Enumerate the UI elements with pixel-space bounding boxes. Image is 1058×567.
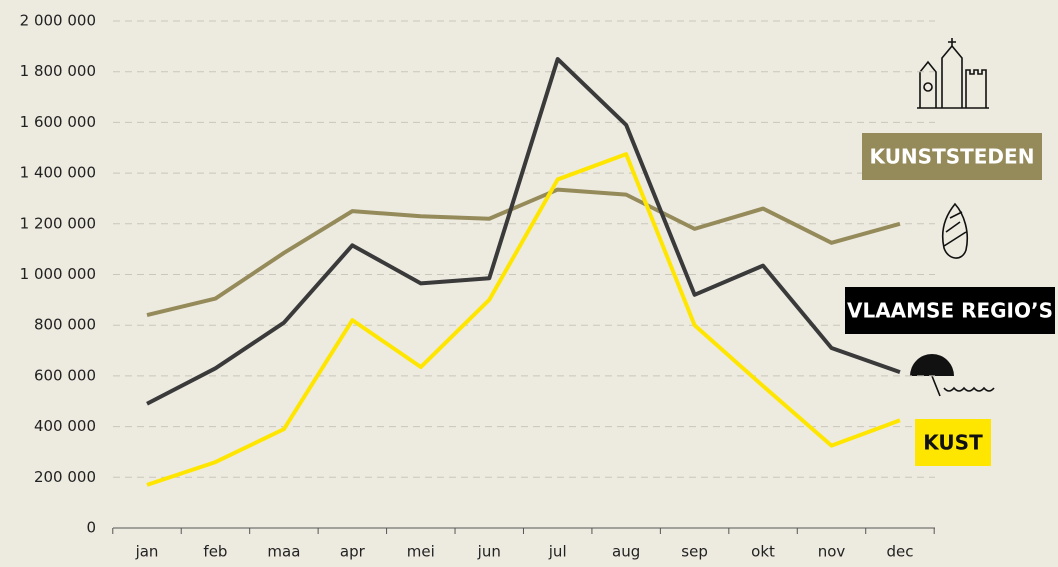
legend-label: KUST xyxy=(923,431,983,455)
legend-box xyxy=(845,287,1055,334)
y-tick-label: 2 000 000 xyxy=(20,12,96,30)
y-tick-label: 400 000 xyxy=(34,417,96,435)
x-tick-label: apr xyxy=(340,543,366,561)
y-tick-label: 1 600 000 xyxy=(20,113,96,131)
legend-box xyxy=(915,419,991,466)
y-tick-label: 600 000 xyxy=(34,366,96,384)
x-tick-label: jun xyxy=(477,543,501,561)
series-line xyxy=(146,187,901,318)
series-line xyxy=(146,57,901,406)
beach-icon xyxy=(910,354,995,397)
x-tick-label: maa xyxy=(267,543,300,561)
x-tick-label: feb xyxy=(203,543,227,561)
y-tick-label: 1 000 000 xyxy=(20,265,96,283)
x-tick-label: dec xyxy=(886,543,913,561)
x-tick-label: jul xyxy=(548,543,567,561)
legend-label: VLAAMSE REGIO’S xyxy=(847,299,1053,323)
x-tick-label: mei xyxy=(407,543,435,561)
x-tick-label: aug xyxy=(612,543,640,561)
y-tick-label: 1 800 000 xyxy=(20,62,96,80)
series-line xyxy=(146,152,901,487)
y-tick-label: 0 xyxy=(86,519,96,537)
legend-label: KUNSTSTEDEN xyxy=(870,145,1035,169)
city-icon xyxy=(917,38,989,109)
y-tick-label: 1 200 000 xyxy=(20,214,96,232)
hop-icon xyxy=(941,202,969,259)
legend-box xyxy=(862,133,1042,180)
x-tick-label: okt xyxy=(751,543,775,561)
x-tick-label: sep xyxy=(681,543,708,561)
x-tick-label: nov xyxy=(818,543,846,561)
x-tick-label: jan xyxy=(135,543,159,561)
y-tick-label: 800 000 xyxy=(34,316,96,334)
y-tick-label: 1 400 000 xyxy=(20,164,96,182)
y-tick-label: 200 000 xyxy=(34,468,96,486)
